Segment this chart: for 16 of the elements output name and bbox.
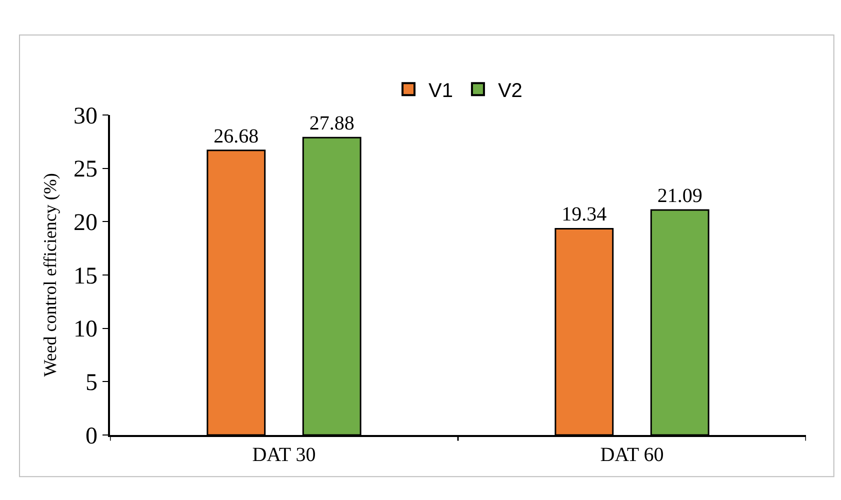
data-label: 26.68 (214, 125, 259, 148)
y-tick-label: 10 (73, 316, 98, 343)
y-tick-label: 0 (85, 423, 98, 450)
x-tick-label: DAT 30 (252, 444, 316, 466)
y-tick-label: 30 (73, 103, 98, 130)
data-label: 27.88 (309, 112, 354, 135)
y-tick-label: 25 (73, 156, 98, 183)
y-tick-label: 20 (73, 210, 98, 236)
y-tick-label: 5 (85, 370, 98, 396)
legend-label: V1 (428, 80, 453, 102)
data-label: 21.09 (657, 185, 702, 208)
y-tick-label: 15 (73, 263, 98, 290)
data-label: 19.34 (562, 204, 607, 226)
x-tick-label: DAT 60 (600, 444, 664, 466)
y-axis-title: Weed control efficiency (%) (40, 173, 60, 377)
legend-label: V2 (498, 80, 522, 102)
